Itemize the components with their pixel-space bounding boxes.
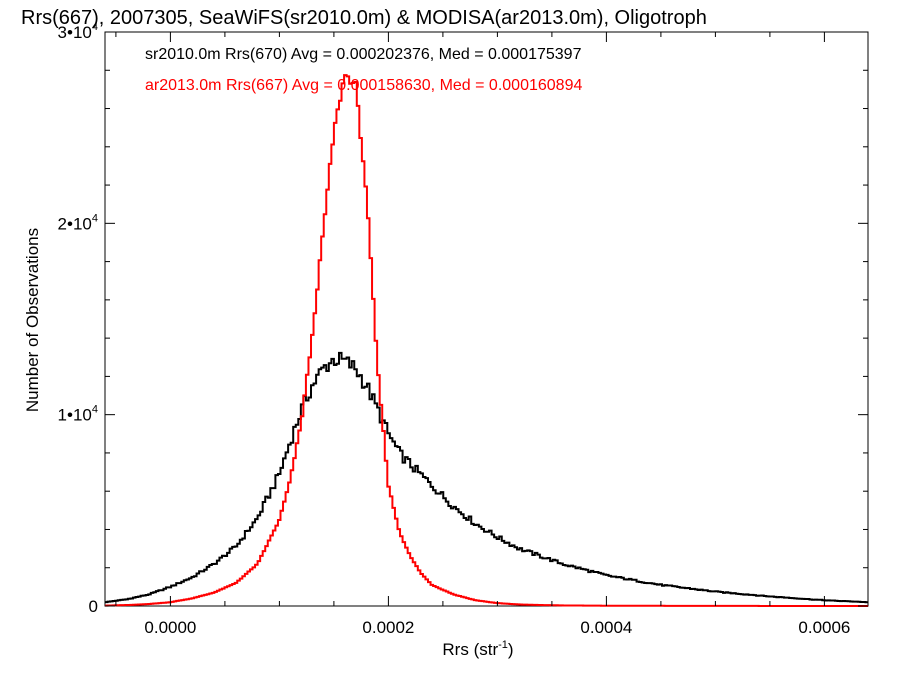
y-tick-label-base: 3•10 (58, 23, 92, 42)
x-axis-label-exponent: -1 (498, 639, 508, 651)
plot-border (104, 31, 869, 607)
x-axis-label-text: Rrs (str (442, 640, 498, 659)
x-tick-label: 0.0002 (362, 618, 414, 637)
x-tick-label: 0.0004 (580, 618, 632, 637)
y-tick-label: 0 (89, 597, 98, 616)
legend-entry-2: ar2013.0m Rrs(667) Avg = 0.000158630, Me… (145, 77, 582, 94)
chart-title: Rrs(667), 2007305, SeaWiFS(sr2010.0m) & … (21, 7, 707, 29)
y-tick-label-exponent: 4 (92, 21, 98, 33)
y-tick-label: 1•104 (58, 404, 98, 425)
y-tick-label: 2•104 (58, 212, 98, 233)
y-axis-label: Number of Observations (23, 228, 42, 412)
series-line-2 (105, 74, 868, 607)
y-tick-label-base: 2•10 (58, 214, 92, 233)
y-tick-label-exponent: 4 (92, 212, 98, 224)
x-tick-label: 0.0000 (144, 618, 196, 637)
legend-entry-1: sr2010.0m Rrs(670) Avg = 0.000202376, Me… (145, 46, 582, 63)
x-axis-label-close: ) (508, 640, 514, 659)
plot-frame (104, 31, 869, 607)
y-tick-label-exponent: 4 (92, 404, 98, 416)
y-tick-label-base: 1•10 (58, 406, 92, 425)
x-tick-label: 0.0006 (798, 618, 850, 637)
series-layer (105, 74, 868, 607)
y-tick-label: 3•104 (58, 21, 98, 42)
legend: sr2010.0m Rrs(670) Avg = 0.000202376, Me… (145, 46, 582, 94)
series-line-1 (105, 351, 868, 604)
x-axis-label: Rrs (str-1) (442, 639, 513, 659)
y-tick-label-base: 0 (89, 597, 98, 616)
